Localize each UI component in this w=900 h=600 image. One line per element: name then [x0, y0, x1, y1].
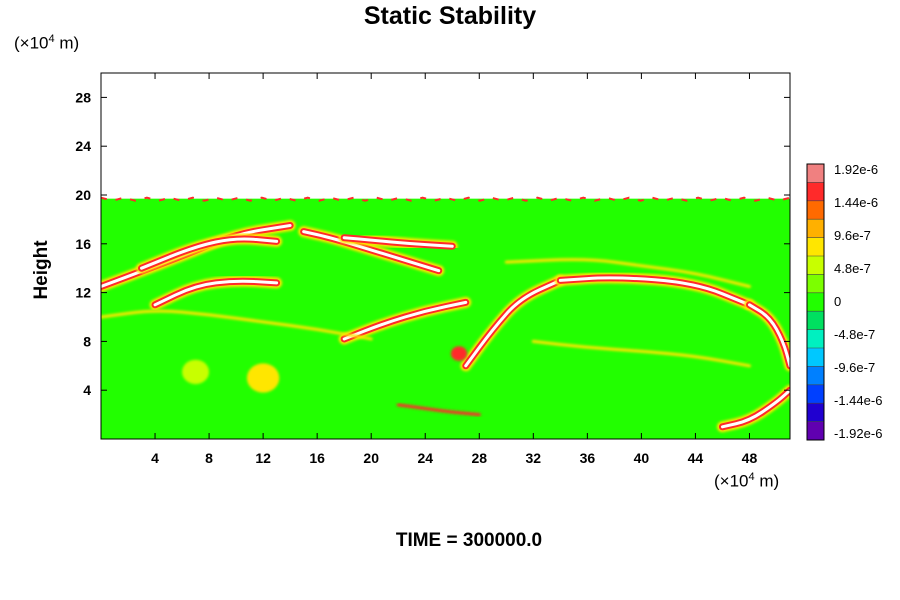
field-band-core — [464, 278, 562, 368]
field-band-core — [140, 237, 279, 270]
field-streak — [396, 403, 481, 417]
field-band-core — [342, 300, 468, 341]
chart-title: Static Stability — [363, 2, 537, 30]
y-tick-label: 12 — [75, 285, 91, 301]
y-unit-prefix: (×10 — [14, 33, 49, 53]
colorbar-label: -1.44e-6 — [834, 393, 882, 408]
field-blob — [450, 346, 468, 361]
colorbar-swatch — [807, 384, 824, 404]
time-label: TIME = 300000.0 — [395, 530, 543, 551]
y-unit-exponent: 4 — [48, 33, 55, 45]
colorbar-swatch — [807, 200, 824, 220]
colorbar-frame — [806, 163, 825, 441]
colorbar-swatch — [807, 329, 824, 349]
colorbar-label: 0 — [834, 294, 841, 309]
colorbar-label: 9.6e-7 — [834, 228, 871, 243]
x-tick-label: 44 — [688, 450, 704, 466]
colorbar-label: -1.92e-6 — [834, 426, 882, 441]
colorbar-label: 1.92e-6 — [834, 162, 878, 177]
x-tick-label: 12 — [255, 450, 271, 466]
colorbar-swatch — [807, 348, 824, 367]
heatmap-field — [101, 196, 790, 439]
colorbar-swatch — [807, 366, 824, 386]
field-band-core — [720, 388, 790, 429]
x-axis-unit: (×104 m) — [714, 471, 779, 492]
plot-frame — [100, 72, 791, 440]
x-tick-label: 8 — [205, 450, 213, 466]
colorbar-swatch — [807, 164, 824, 183]
x-unit-exponent: 4 — [748, 471, 755, 483]
y-unit-suffix: m) — [54, 33, 80, 53]
x-tick-label: 28 — [471, 450, 487, 466]
colorbar: 1.92e-6 1.44e-6 9.6e-7 4.8e-7 0 -4.8e-7 -9.6e-… — [806, 162, 882, 441]
colorbar-swatch — [807, 421, 824, 441]
x-tick-label: 36 — [580, 450, 596, 466]
field-band-core — [302, 230, 441, 273]
x-tick-label: 40 — [634, 450, 650, 466]
colorbar-swatch — [807, 219, 824, 239]
y-tick-label: 16 — [75, 236, 91, 252]
colorbar-swatch — [807, 182, 824, 202]
colorbar-label: 1.44e-6 — [834, 195, 878, 210]
x-tick-label: 48 — [742, 450, 758, 466]
field-band-core — [153, 279, 279, 307]
colorbar-swatch — [807, 237, 824, 257]
colorbar-label: -4.8e-7 — [834, 327, 875, 342]
y-axis-unit: (×104 m) — [14, 33, 79, 54]
field-band-core — [342, 236, 454, 248]
x-tick-label: 16 — [309, 450, 325, 466]
colorbar-swatch — [807, 256, 824, 275]
colorbar-swatch — [807, 274, 824, 294]
colorbar-swatch — [807, 403, 824, 423]
y-tick-label: 20 — [75, 187, 91, 203]
field-blob — [246, 363, 280, 393]
colorbar-swatch — [807, 292, 824, 312]
y-tick-label: 24 — [75, 138, 91, 154]
x-unit-suffix: m) — [754, 471, 780, 491]
colorbar-label: 4.8e-7 — [834, 261, 871, 276]
colorbar-swatch — [807, 311, 824, 331]
field-blob — [182, 359, 210, 385]
x-unit-prefix: (×10 — [714, 471, 749, 491]
field-band-core — [558, 276, 751, 307]
y-tick-label: 28 — [75, 89, 91, 105]
field-streak — [531, 339, 751, 368]
field-band-core — [747, 303, 790, 368]
field-streak — [504, 258, 751, 288]
field-background — [101, 198, 790, 439]
x-tick-label: 32 — [526, 450, 542, 466]
field-streak — [101, 309, 373, 341]
x-tick-label: 20 — [363, 450, 379, 466]
y-tick-label: 8 — [83, 333, 91, 349]
y-tick-label: 4 — [83, 382, 91, 398]
x-tick-label: 4 — [151, 450, 159, 466]
x-tick-label: 24 — [417, 450, 433, 466]
colorbar-label: -9.6e-7 — [834, 360, 875, 375]
